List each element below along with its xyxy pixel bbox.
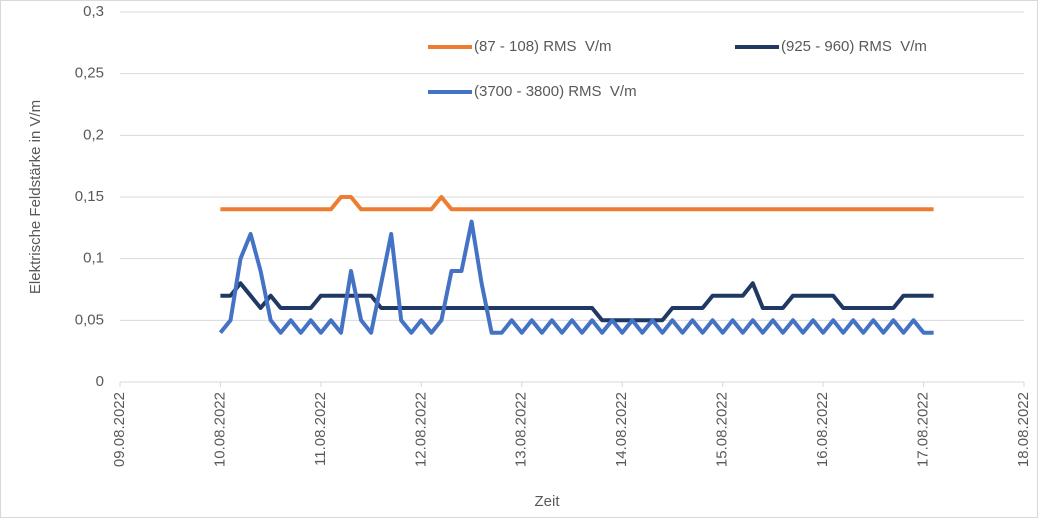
x-axis-title: Zeit (534, 493, 560, 510)
legend-label: (3700 - 3800) RMS V/m (474, 83, 637, 100)
y-tick-label: 0,3 (83, 3, 104, 20)
y-tick-label: 0,1 (83, 250, 104, 267)
series-line (220, 281, 934, 323)
x-tick-label: 15.08.2022 (714, 392, 731, 467)
x-tick-label: 12.08.2022 (412, 392, 429, 467)
legend-label: (925 - 960) RMS V/m (781, 38, 927, 55)
y-tick-label: 0,2 (83, 126, 104, 143)
y-tick-label: 0,15 (75, 188, 104, 205)
y-tick-label: 0,05 (75, 311, 104, 328)
legend-label: (87 - 108) RMS V/m (474, 38, 612, 55)
y-tick-label: 0,25 (75, 65, 104, 82)
x-tick-label: 09.08.2022 (111, 392, 128, 467)
y-axis-title: Elektrische Feldstärke in V/m (27, 100, 44, 294)
x-tick-label: 14.08.2022 (613, 392, 630, 467)
x-tick-label: 13.08.2022 (513, 392, 530, 467)
series-line (220, 195, 934, 212)
x-tick-label: 16.08.2022 (814, 392, 831, 467)
x-tick-label: 10.08.2022 (211, 392, 228, 467)
y-tick-label: 0 (96, 373, 104, 390)
x-tick-label: 18.08.2022 (1015, 392, 1032, 467)
series-line (218, 219, 934, 335)
x-tick-label: 11.08.2022 (312, 392, 329, 466)
x-tick-label: 17.08.2022 (915, 392, 932, 467)
